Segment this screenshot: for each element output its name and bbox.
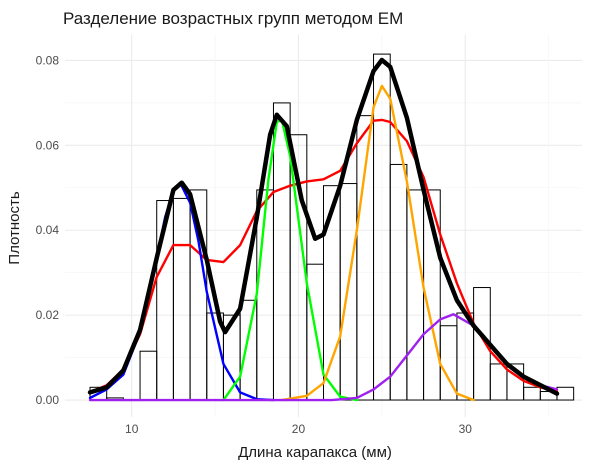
density-curve [88,181,275,402]
histogram-bar [556,386,575,401]
density-curve [280,84,475,402]
density-curve [87,57,560,396]
x-tick-label: 10 [125,422,139,436]
histogram-bar [489,363,508,401]
y-tick-label: 0.04 [36,223,60,237]
x-axis-ticks: 10 20 30 [125,422,472,436]
histogram-bar [406,189,425,401]
y-tick-label: 0.08 [36,53,60,67]
histogram-bar [339,183,358,401]
histogram-bar [423,189,441,401]
histogram-bar [172,197,191,401]
y-axis-ticks: 0.00 0.02 0.04 0.06 0.08 [36,53,60,407]
y-tick-label: 0.06 [36,138,60,152]
x-axis-title: Длина карапакса (мм) [238,444,392,461]
y-tick-label: 0.02 [36,308,60,322]
y-tick-label: 0.00 [36,393,60,407]
histogram-bar [139,350,158,401]
chart-title: Разделение возрастных групп методом EM [63,9,403,28]
x-tick-label: 20 [292,422,306,436]
histogram-bar [523,386,541,401]
y-axis-title: Плотность [6,191,23,265]
x-tick-label: 30 [459,422,473,436]
density-curves [87,57,560,402]
histogram-bar [323,185,341,401]
